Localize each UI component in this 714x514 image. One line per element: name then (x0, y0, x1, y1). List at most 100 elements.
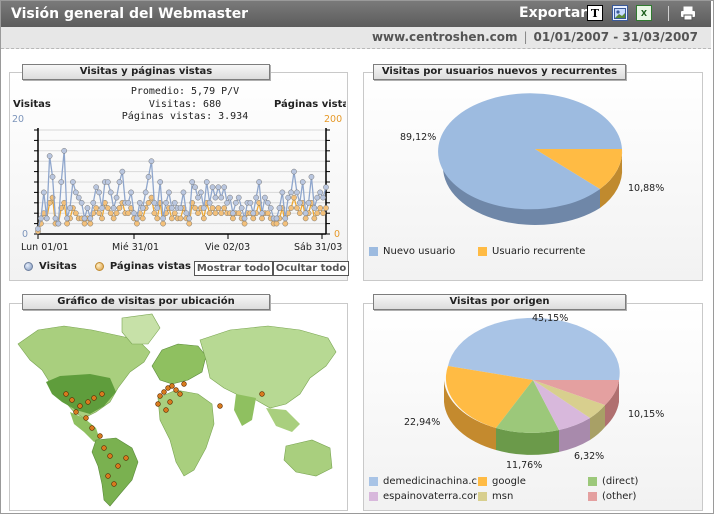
visits-point (215, 184, 222, 191)
pageviews-point (323, 205, 329, 211)
pageviews-point (294, 205, 300, 211)
visits-point (203, 179, 210, 185)
origin-legend-label: espainovaterra.com (383, 491, 477, 502)
visits-point (46, 153, 53, 159)
visits-point (288, 189, 294, 196)
origin-legend-item[interactable]: google (478, 476, 526, 487)
visits-point (125, 199, 132, 206)
visits-point (113, 194, 120, 201)
visits-point (247, 199, 254, 206)
visit-marker (105, 473, 111, 479)
visits-point (148, 158, 155, 165)
show-all-button[interactable]: Mostrar todo (194, 261, 273, 276)
stat-pageviews: Páginas vistas: 3.934 (121, 111, 249, 122)
visits-point (177, 205, 184, 211)
origin-legend-item[interactable]: (other) (588, 491, 636, 502)
usa-shape (46, 374, 116, 414)
pageviews-point (104, 205, 111, 211)
origin-legend-label: google (492, 476, 526, 487)
print-icon[interactable] (680, 5, 696, 21)
pageviews-point (311, 215, 318, 222)
visits-legend: Visitas Páginas vistas (24, 261, 191, 272)
visits-point (282, 215, 289, 222)
visits-point (314, 194, 321, 201)
visits-point (264, 199, 271, 206)
pageviews-point (218, 210, 225, 217)
pageviews-point (154, 215, 161, 222)
visits-point (99, 205, 105, 211)
users-legend-returning-label: Usuario recurrente (492, 246, 586, 257)
origin-legend-swatch (369, 492, 378, 501)
india-shape (234, 394, 256, 426)
export-text-icon[interactable]: T (587, 5, 603, 21)
pageviews-point (212, 210, 219, 217)
origin-slice-demedicinachina (448, 317, 620, 380)
visits-point (75, 194, 82, 201)
pageviews-point (139, 215, 146, 222)
hide-all-button[interactable]: Ocultar todo (273, 261, 349, 276)
origin-legend-label: (other) (602, 491, 637, 502)
visits-point (43, 215, 50, 222)
visits-point (230, 210, 236, 217)
users-legend-returning[interactable]: Usuario recurrente (478, 246, 585, 257)
visits-stats: Promedio: 5,79 P/V Visitas: 680 Páginas … (100, 86, 270, 124)
origin-legend-swatch (478, 477, 487, 486)
visits-point (209, 184, 216, 191)
right-axis-min: 0 (334, 229, 341, 240)
visits-point (157, 179, 164, 185)
visits-point (238, 205, 245, 211)
origin-legend-swatch (588, 492, 597, 501)
visits-point (90, 199, 97, 206)
visits-point (305, 199, 312, 206)
visits-point (273, 215, 280, 222)
users-legend-new-label: Nuevo usuario (383, 246, 456, 257)
visits-series (35, 147, 329, 232)
vc-visits-line (37, 150, 327, 229)
origin-legend-item[interactable]: demedicinachina.com (369, 476, 477, 487)
export-excel-icon[interactable]: X (636, 5, 652, 21)
origin-side-google (444, 380, 496, 450)
visit-marker (155, 401, 161, 407)
site-name: www.centroshen.com (371, 30, 518, 44)
pageviews-point (93, 205, 100, 211)
greenland-shape (121, 313, 161, 345)
users-legend-new[interactable]: Nuevo usuario (369, 246, 455, 257)
visits-legend-label[interactable]: Visitas (39, 261, 77, 272)
origin-legend-label: msn (492, 491, 514, 502)
visits-point (299, 179, 306, 185)
origin-legend-item[interactable]: msn (478, 491, 513, 502)
stat-average: Promedio: 5,79 P/V (130, 86, 240, 97)
origin-legend-item[interactable]: (direct) (588, 476, 638, 487)
visits-point (139, 205, 146, 211)
origin-legend-item[interactable]: espainovaterra.com (369, 491, 477, 502)
left-axis-min: 0 (22, 229, 29, 240)
origin-side-other (605, 380, 619, 427)
date-range: 01/01/2007 - 31/03/2007 (533, 30, 698, 44)
pageviews-point (168, 215, 175, 222)
origin-pct-right: 10,15% (628, 409, 665, 420)
visit-marker (181, 381, 187, 387)
origin-panel-title: Visitas por origen (373, 294, 626, 310)
visits-point (198, 189, 204, 196)
pageviews-legend-label[interactable]: Páginas vistas (109, 261, 191, 272)
visit-marker (157, 393, 163, 399)
south-america-shape (91, 437, 139, 507)
pageviews-point (99, 215, 105, 222)
visits-point (206, 199, 213, 206)
visits-point (72, 189, 79, 196)
visit-marker (69, 397, 75, 403)
visit-marker (85, 399, 91, 405)
users-legend-returning-swatch (478, 247, 487, 256)
left-axis-max: 20 (12, 114, 25, 125)
origin-legend-label: (direct) (602, 476, 639, 487)
pageviews-point (177, 215, 184, 222)
visits-point (256, 179, 262, 185)
site-date-info: www.centroshen.com | 01/01/2007 - 31/03/20… (371, 30, 698, 44)
visits-point (107, 189, 114, 196)
pageviews-point (72, 210, 79, 217)
visits-point (104, 179, 111, 185)
africa-shape (157, 389, 215, 477)
export-image-icon[interactable] (612, 5, 628, 21)
